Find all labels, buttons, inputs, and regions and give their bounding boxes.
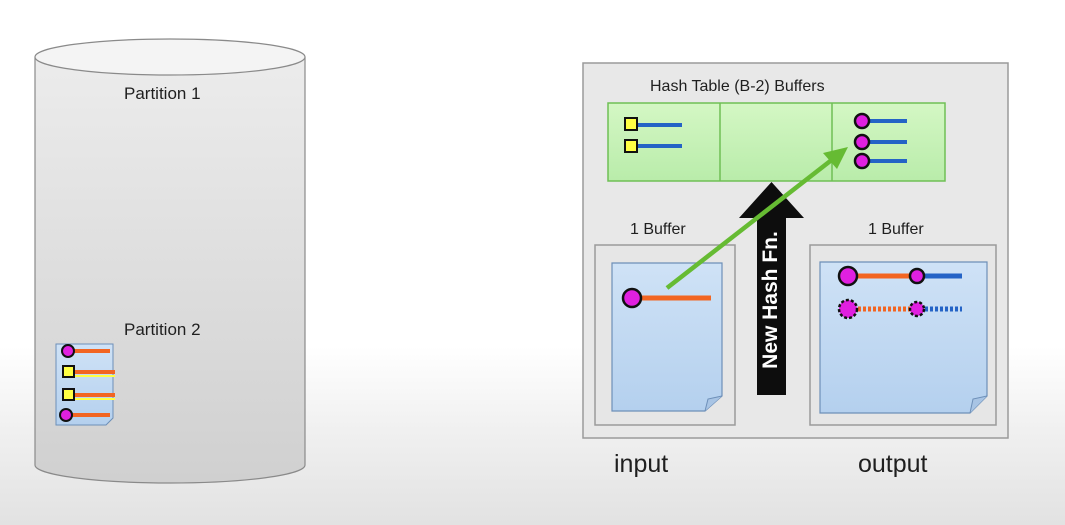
output-record-1 [837,265,962,287]
page-record-3 [62,388,115,401]
magenta-circle-icon [61,344,75,358]
page-record-1 [61,344,110,358]
page-record-4 [59,408,110,422]
magenta-circle-icon [908,267,926,285]
partition-1-label: Partition 1 [124,84,201,103]
hash-function-arrow [739,182,804,395]
hash-table-label: Hash Table (B-2) Buffers [650,78,825,95]
yellow-square-icon [62,365,75,378]
magenta-circle-icon [59,408,73,422]
output-record-2 [837,298,962,320]
output-buffer-label: 1 Buffer [868,221,924,238]
bucket1-record-2 [624,139,682,153]
partition2-page [55,343,115,426]
input-label: input [614,450,669,478]
bucket1-record-1 [624,117,682,131]
bucket3-record-3 [853,152,907,170]
green-arrow [665,147,848,290]
magenta-circle-icon [837,265,859,287]
magenta-circle-icon [621,287,643,309]
partition-2-label: Partition 2 [124,320,201,339]
magenta-circle-icon [853,112,871,130]
magenta-circle-icon [908,300,926,318]
bucket3-record-2 [853,133,907,151]
magenta-circle-icon [837,298,859,320]
yellow-square-icon [62,388,75,401]
hash-arrow-label: New Hash Fn. [759,231,782,369]
output-label: output [858,450,928,478]
magenta-circle-icon [853,133,871,151]
magenta-circle-icon [853,152,871,170]
input-buffer [594,244,736,426]
hash-table-buffers [607,102,946,182]
yellow-square-icon [624,117,638,131]
bucket3-record-1 [853,112,907,130]
input-buffer-label: 1 Buffer [630,221,686,238]
page-record-2 [62,365,115,378]
output-buffer [809,244,997,426]
yellow-square-icon [624,139,638,153]
